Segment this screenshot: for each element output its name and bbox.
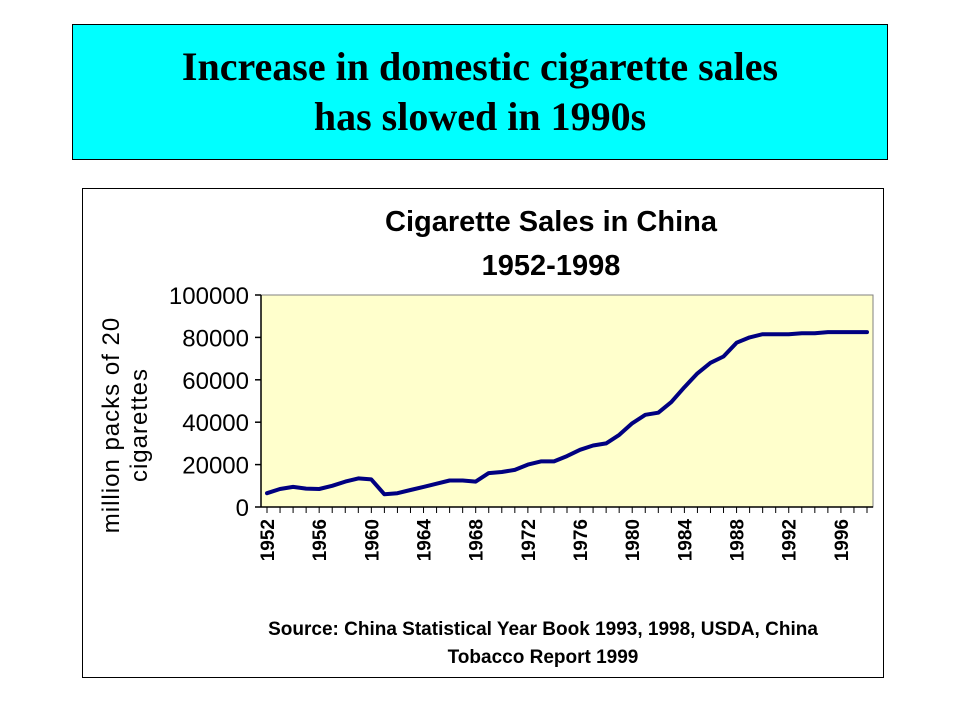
data-point-1968 [474,480,478,484]
x-tick-label-1: 1956 [310,519,331,561]
source-note-line1: Source: China Statistical Year Book 1993… [268,619,818,640]
data-point-1993 [800,331,804,335]
x-tick-label-2: 1960 [362,519,383,561]
data-point-1963 [408,488,412,492]
data-point-1989 [748,335,752,339]
data-point-1983 [669,400,673,404]
data-point-1984 [682,385,686,389]
data-point-1967 [461,479,465,482]
x-tick-label-0: 1952 [258,519,279,561]
data-point-1996 [839,330,843,334]
data-point-1992 [787,332,791,336]
data-point-1964 [422,485,426,489]
y-tick-label-0: 0 [236,495,249,522]
x-tick-label-10: 1992 [780,519,801,561]
data-point-1987 [722,354,726,358]
x-tick-label-6: 1976 [571,519,592,561]
data-point-1962 [395,491,399,495]
x-tick-label-7: 1980 [623,519,644,561]
slide-title-line1: Increase in domestic cigarette sales [181,44,779,89]
data-point-1954 [291,485,295,489]
data-point-1997 [852,330,856,334]
data-point-1981 [643,413,647,417]
data-point-1955 [304,487,308,491]
data-point-1965 [435,482,439,486]
data-point-1972 [526,463,530,467]
data-point-1985 [695,371,699,375]
y-tick-label-1: 20000 [182,453,249,480]
data-point-1994 [813,331,817,335]
y-tick-label-4: 80000 [182,325,249,352]
chart-frame: Cigarette Sales in China 1952-1998 milli… [82,188,884,678]
slide-title: Increase in domestic cigarette sales has… [182,42,778,142]
data-point-1960 [369,477,373,481]
data-point-1998 [865,330,869,334]
data-point-1975 [565,454,569,458]
plot-background [260,294,874,508]
data-point-1969 [487,471,491,475]
data-point-1953 [278,487,282,491]
chart-title: Cigarette Sales in China [385,206,718,238]
x-tick-label-5: 1972 [519,519,540,561]
data-point-1974 [552,459,556,463]
y-tick-label-5: 100000 [169,283,249,310]
data-point-1970 [500,470,504,474]
data-point-1990 [761,332,765,336]
x-tick-label-4: 1968 [467,519,488,561]
x-tick-label-8: 1984 [675,519,696,562]
data-point-1979 [617,433,621,437]
data-point-1986 [708,361,712,365]
x-tick-label-3: 1964 [415,519,436,562]
data-point-1958 [343,480,347,484]
y-axis-label-line2: cigarettes [126,368,153,482]
x-tick-label-9: 1988 [728,519,749,561]
data-point-1988 [735,341,739,345]
chart-svg: Cigarette Sales in China 1952-1998 milli… [98,206,874,668]
data-point-1976 [578,448,582,452]
data-point-1973 [539,459,543,463]
plot-area: 0 20000 40000 60000 80000 100000 1952 1956 1960 1… [169,283,874,562]
data-point-1982 [656,411,660,415]
data-point-1952 [265,491,269,495]
title-banner: Increase in domestic cigarette sales has… [72,24,888,160]
source-note-line2: Tobacco Report 1999 [448,647,639,668]
data-point-1971 [513,468,517,472]
slide-title-line2: has slowed in 1990s [313,94,647,139]
data-point-1961 [382,492,386,496]
x-tick-label-11: 1996 [832,519,853,561]
data-point-1991 [774,332,778,336]
data-point-1978 [604,441,608,445]
y-tick-label-2: 40000 [182,410,249,437]
data-point-1995 [826,330,830,334]
data-point-1977 [591,444,595,448]
data-point-1959 [356,476,360,480]
data-point-1956 [317,487,321,491]
data-point-1957 [330,484,334,488]
data-point-1980 [630,421,634,425]
chart-subtitle: 1952-1998 [482,250,621,282]
data-point-1966 [448,479,452,482]
y-axis-label-line1: million packs of 20 [98,317,125,533]
y-tick-label-3: 60000 [182,368,249,395]
